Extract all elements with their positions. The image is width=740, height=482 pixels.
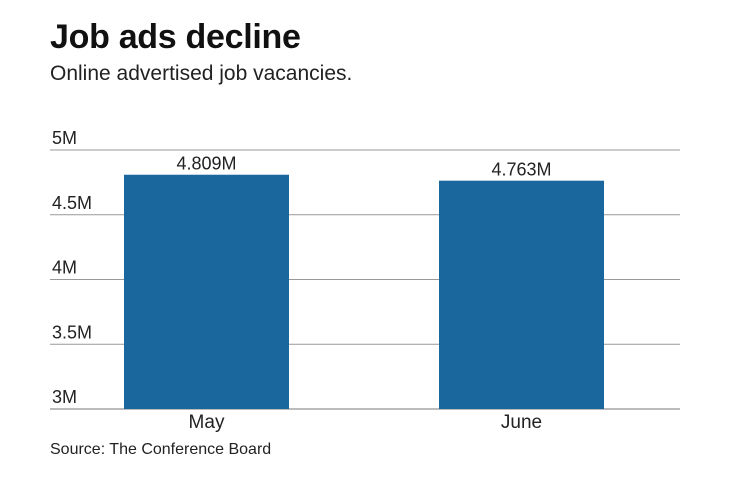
data-label: 4.763M xyxy=(491,160,551,180)
y-tick-label: 5M xyxy=(52,128,77,148)
bars xyxy=(124,174,604,409)
chart-title: Job ads decline xyxy=(50,18,301,56)
x-category-label: May xyxy=(189,412,225,433)
y-tick-label: 4.5M xyxy=(52,193,92,213)
labels: 3M 3.5M 4M 4.5M 5M 4.809M May 4.763M June xyxy=(52,128,552,433)
chart-subtitle: Online advertised job vacancies. xyxy=(50,62,353,85)
data-label: 4.809M xyxy=(176,154,236,174)
y-tick-label: 3.5M xyxy=(52,322,92,342)
bar-may xyxy=(124,174,289,409)
bar-june xyxy=(439,180,604,409)
y-tick-label: 3M xyxy=(52,387,77,407)
source-note: Source: The Conference Board xyxy=(50,441,272,458)
x-category-label: June xyxy=(501,412,542,433)
y-tick-label: 4M xyxy=(52,258,77,278)
